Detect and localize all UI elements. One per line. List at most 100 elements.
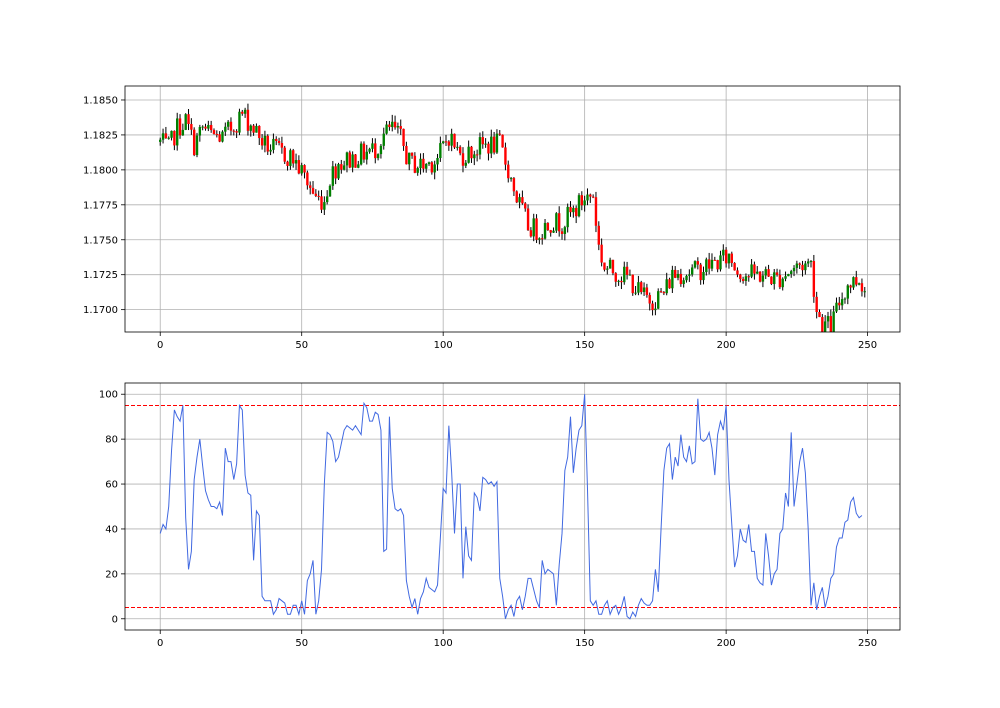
candle-body-up — [161, 133, 165, 140]
candle-body-up — [637, 282, 640, 293]
candle-body-down — [481, 137, 484, 145]
candle-body-up — [331, 166, 335, 186]
candle-body-down — [821, 317, 824, 332]
candle-body-up — [744, 276, 748, 281]
candle-body-down — [475, 154, 479, 156]
candle-body-down — [232, 130, 235, 132]
candle-body-down — [580, 195, 584, 206]
candle-body-up — [226, 121, 230, 127]
candle-body-up — [385, 124, 388, 134]
candle-body-down — [235, 131, 238, 133]
candle-body-up — [382, 133, 385, 146]
candle-body-up — [289, 150, 292, 166]
candle-body-down — [716, 260, 719, 270]
y-tick-label: 60 — [105, 480, 118, 491]
candle-body-down — [560, 231, 564, 234]
candle-body-up — [195, 135, 199, 156]
candle-body-down — [218, 134, 221, 142]
y-tick-label: 20 — [105, 569, 118, 580]
candle-body-up — [490, 136, 493, 154]
candle-body-up — [184, 114, 187, 130]
candle-body-down — [662, 292, 666, 294]
candle-body-down — [212, 130, 216, 134]
candle-body-up — [852, 277, 855, 288]
candle-body-down — [280, 143, 284, 148]
candle-body-down — [314, 193, 318, 196]
candle-body-up — [371, 143, 374, 149]
candle-body-down — [529, 230, 533, 237]
candle-body-up — [727, 253, 731, 264]
candle-body-down — [187, 114, 190, 125]
candle-body-up — [657, 291, 660, 309]
candle-body-up — [450, 133, 453, 146]
candle-body-up — [473, 154, 476, 159]
candle-body-down — [266, 135, 269, 152]
candle-body-up — [756, 271, 759, 274]
x-tick-label: 250 — [858, 340, 877, 351]
candle-body-down — [778, 274, 782, 288]
candle-body-down — [229, 121, 233, 131]
candle-body-up — [342, 165, 346, 170]
candle-body-up — [685, 275, 688, 281]
candle-body-up — [467, 146, 470, 163]
candle-body-up — [843, 298, 847, 300]
candle-body-up — [863, 291, 866, 293]
candle-body-down — [515, 191, 518, 203]
candle-body-up — [294, 160, 298, 164]
axis-ticks: 0 50 100 150 200 250 0 20 40 60 80 100 — [99, 390, 877, 649]
candle-body-down — [215, 133, 219, 135]
candle-body-up — [207, 124, 210, 129]
candle-body-down — [430, 162, 434, 173]
candle-body-down — [775, 272, 779, 275]
candle-body-up — [792, 267, 796, 272]
candle-body-up — [518, 197, 521, 203]
candle-body-down — [306, 172, 309, 186]
candle-body-down — [410, 152, 414, 156]
candle-body-up — [243, 109, 247, 114]
candle-body-down — [591, 196, 595, 198]
candle-body-down — [388, 124, 391, 128]
plot-area — [159, 103, 866, 332]
candle-body-down — [679, 273, 683, 285]
candle-body-up — [634, 292, 637, 294]
candle-body-up — [702, 272, 705, 281]
candle-body-down — [422, 158, 425, 169]
candle-body-up — [416, 168, 419, 173]
candle-body-down — [673, 269, 677, 278]
candle-body-down — [855, 277, 858, 285]
candle-body-down — [699, 264, 702, 281]
candle-body-down — [192, 129, 196, 156]
candle-body-down — [614, 273, 617, 282]
candle-body-up — [427, 162, 431, 165]
candle-body-down — [317, 195, 320, 197]
candle-body-down — [724, 249, 728, 264]
candle-body-up — [572, 207, 575, 213]
candle-body-down — [526, 208, 530, 231]
candle-body-up — [690, 267, 694, 275]
candle-body-down — [557, 213, 561, 232]
candle-body-up — [761, 275, 765, 282]
y-tick-label: 1.1825 — [83, 130, 118, 141]
candle-body-up — [379, 145, 383, 155]
x-tick-label: 50 — [295, 638, 308, 649]
price-candlestick-panel: 0 50 100 150 200 250 1.1700 1.1725 1.1750 1.1775 1… — [83, 85, 901, 351]
x-tick-label: 200 — [717, 638, 736, 649]
candle-body-down — [402, 128, 405, 146]
candle-body-up — [566, 206, 569, 228]
candle-body-down — [393, 121, 397, 128]
candle-body-up — [159, 139, 162, 142]
candle-body-up — [806, 261, 810, 264]
candle-body-down — [275, 138, 278, 142]
grid — [125, 86, 900, 332]
candle-body-down — [838, 302, 841, 306]
candle-body-down — [297, 160, 301, 174]
y-tick-label: 1.1775 — [83, 200, 118, 211]
candle-body-down — [461, 153, 465, 166]
candle-body-up — [628, 274, 632, 276]
candle-body-up — [425, 164, 428, 169]
candle-body-down — [631, 274, 634, 294]
candle-body-up — [255, 125, 258, 133]
candle-body-down — [546, 222, 550, 231]
candle-body-up — [170, 130, 173, 138]
